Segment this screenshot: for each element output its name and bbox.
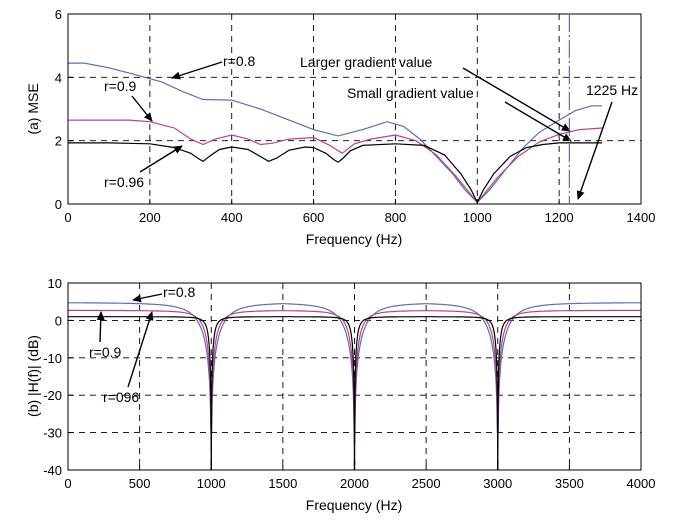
- chart-a-y-ticks: 0 2 4 6: [55, 7, 73, 212]
- chart-a-arrow-r09: [131, 95, 153, 122]
- x-tick-label: 2500: [412, 476, 441, 491]
- y-tick-label: 2: [55, 134, 62, 149]
- y-tick-label: 4: [55, 70, 62, 85]
- y-tick-label: -40: [43, 463, 62, 478]
- chart-b: 0 500 1000 1500 2000 2500 3000 3500 4000 -40-30-…: [25, 276, 655, 513]
- chart-a-label-r09: r=0.9: [104, 78, 137, 94]
- x-tick-label: 400: [221, 210, 243, 225]
- chart-a-arrow-small-gradient: [504, 101, 572, 142]
- chart-a-x-ticks: 0 200 400 600 800 1000 1200 1400: [64, 199, 655, 225]
- y-tick-label: -10: [43, 351, 62, 366]
- chart-b-label-r09: r=0.9: [89, 344, 122, 360]
- x-tick-label: 200: [139, 210, 161, 225]
- chart-b-arrow-r08: [132, 293, 163, 303]
- chart-a-ylabel: (a) MSE: [25, 83, 41, 134]
- chart-a-label-r08: r=0.8: [223, 53, 256, 69]
- chart-a-arrow-larger-gradient: [462, 67, 571, 132]
- y-tick-label: 6: [55, 7, 62, 22]
- series-line-0: [68, 62, 603, 204]
- y-tick-label: 10: [48, 276, 62, 291]
- series-line-2: [68, 142, 603, 204]
- y-tick-label: 0: [55, 197, 62, 212]
- x-tick-label: 0: [64, 476, 71, 491]
- chart-a-arrow-r08: [171, 61, 223, 80]
- chart-a: 0 200 400 600 800 1000 1200 1400 0 2 4 6 Frequency…: [25, 7, 655, 247]
- x-tick-label: 4000: [627, 476, 656, 491]
- x-tick-label: 1000: [197, 476, 226, 491]
- x-tick-label: 1500: [268, 476, 297, 491]
- x-tick-label: 3500: [555, 476, 584, 491]
- chart-b-label-r096: r=096: [103, 389, 139, 405]
- x-tick-label: 1200: [545, 210, 574, 225]
- chart-a-plot-area: [68, 14, 641, 204]
- chart-a-xlabel: Frequency (Hz): [306, 231, 402, 247]
- x-tick-label: 2000: [340, 476, 369, 491]
- chart-a-frame: [67, 13, 642, 205]
- x-tick-label: 1000: [463, 210, 492, 225]
- chart-a-label-r096: r=0.96: [104, 174, 144, 190]
- x-tick-label: 0: [64, 210, 71, 225]
- x-tick-label: 800: [385, 210, 407, 225]
- chart-b-xlabel: Frequency (Hz): [306, 497, 402, 513]
- chart-b-arrow-r09: [96, 311, 105, 343]
- chart-b-x-ticks: 0 500 1000 1500 2000 2500 3000 3500 4000: [64, 465, 655, 491]
- x-tick-label: 600: [303, 210, 325, 225]
- y-tick-label: 0: [55, 313, 62, 328]
- x-tick-label: 3000: [483, 476, 512, 491]
- x-tick-label: 500: [129, 476, 151, 491]
- chart-a-grid: [68, 14, 641, 204]
- chart-b-arrow-r096: [127, 311, 154, 388]
- chart-b-y-ticks: -40 -30 -20 -10 0 10: [43, 276, 73, 478]
- series-line-1: [68, 119, 603, 204]
- chart-b-label-r08: r=0.8: [163, 284, 196, 300]
- y-tick-label: -20: [43, 388, 62, 403]
- chart-a-label-larger-gradient: Larger gradient value: [300, 54, 433, 70]
- chart-a-label-1225hz: 1225 Hz: [586, 82, 638, 98]
- y-tick-label: -30: [43, 426, 62, 441]
- chart-b-ylabel: (b) |H(f)| (dB): [25, 335, 41, 417]
- chart-a-label-small-gradient: Small gradient value: [347, 85, 474, 101]
- x-tick-label: 1400: [627, 210, 656, 225]
- chart-a-series: [68, 62, 603, 204]
- chart-a-arrow-1225hz: [576, 101, 613, 200]
- chart-a-arrow-r096: [139, 145, 183, 173]
